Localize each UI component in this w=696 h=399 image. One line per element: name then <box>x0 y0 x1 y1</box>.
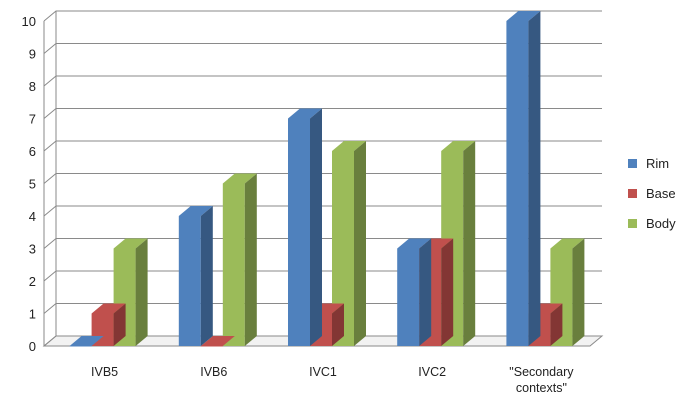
legend-swatch-rim <box>628 159 637 168</box>
x-axis-categories: IVB5 IVB6 IVC1 IVC2 "Secondary contexts" <box>91 365 574 395</box>
y-tick-label: 3 <box>29 242 36 257</box>
gridline <box>43 75 602 87</box>
bar-body-3 <box>332 141 366 346</box>
gridline <box>43 43 602 54</box>
legend-swatch-body <box>628 219 637 228</box>
y-tick-label: 9 <box>29 47 36 62</box>
y-tick-label: 6 <box>29 144 36 159</box>
y-tick-label: 5 <box>29 177 36 192</box>
x-category-label: IVC1 <box>309 365 337 379</box>
y-tick-label: 7 <box>29 112 36 127</box>
x-category-label: IVC2 <box>418 365 446 379</box>
x-category-label: IVB6 <box>200 365 227 379</box>
x-category-label: "Secondary <box>509 365 574 379</box>
gridline <box>43 173 602 184</box>
legend-swatch-base <box>628 189 637 198</box>
bar-rim-4 <box>397 238 432 346</box>
bar-rim-1 <box>69 336 104 347</box>
legend-label-rim: Rim <box>646 156 669 171</box>
gridline <box>43 10 602 22</box>
bar-rim-5 <box>506 11 541 346</box>
bar-rim-3 <box>288 108 322 346</box>
legend-label-body: Body <box>646 216 676 231</box>
legend-label-base: Base <box>646 186 676 201</box>
y-axis-ticks: 0 1 2 3 4 5 6 7 8 9 10 <box>22 14 36 354</box>
bar-rim-2 <box>178 206 213 346</box>
gridline <box>43 205 602 217</box>
gridline <box>43 108 602 119</box>
y-tick-label: 2 <box>29 274 36 289</box>
y-tick-label: 0 <box>29 339 36 354</box>
y-tick-label: 1 <box>29 307 36 322</box>
legend: Rim Base Body <box>628 156 676 231</box>
y-tick-label: 10 <box>22 14 36 29</box>
bar-body-2 <box>222 173 257 346</box>
y-tick-label: 8 <box>29 79 36 94</box>
x-category-label: IVB5 <box>91 365 118 379</box>
bars <box>69 11 585 347</box>
x-category-label: contexts" <box>516 381 567 395</box>
gridline <box>43 140 602 152</box>
y-tick-label: 4 <box>29 209 36 224</box>
bar-base-2 <box>200 336 235 347</box>
